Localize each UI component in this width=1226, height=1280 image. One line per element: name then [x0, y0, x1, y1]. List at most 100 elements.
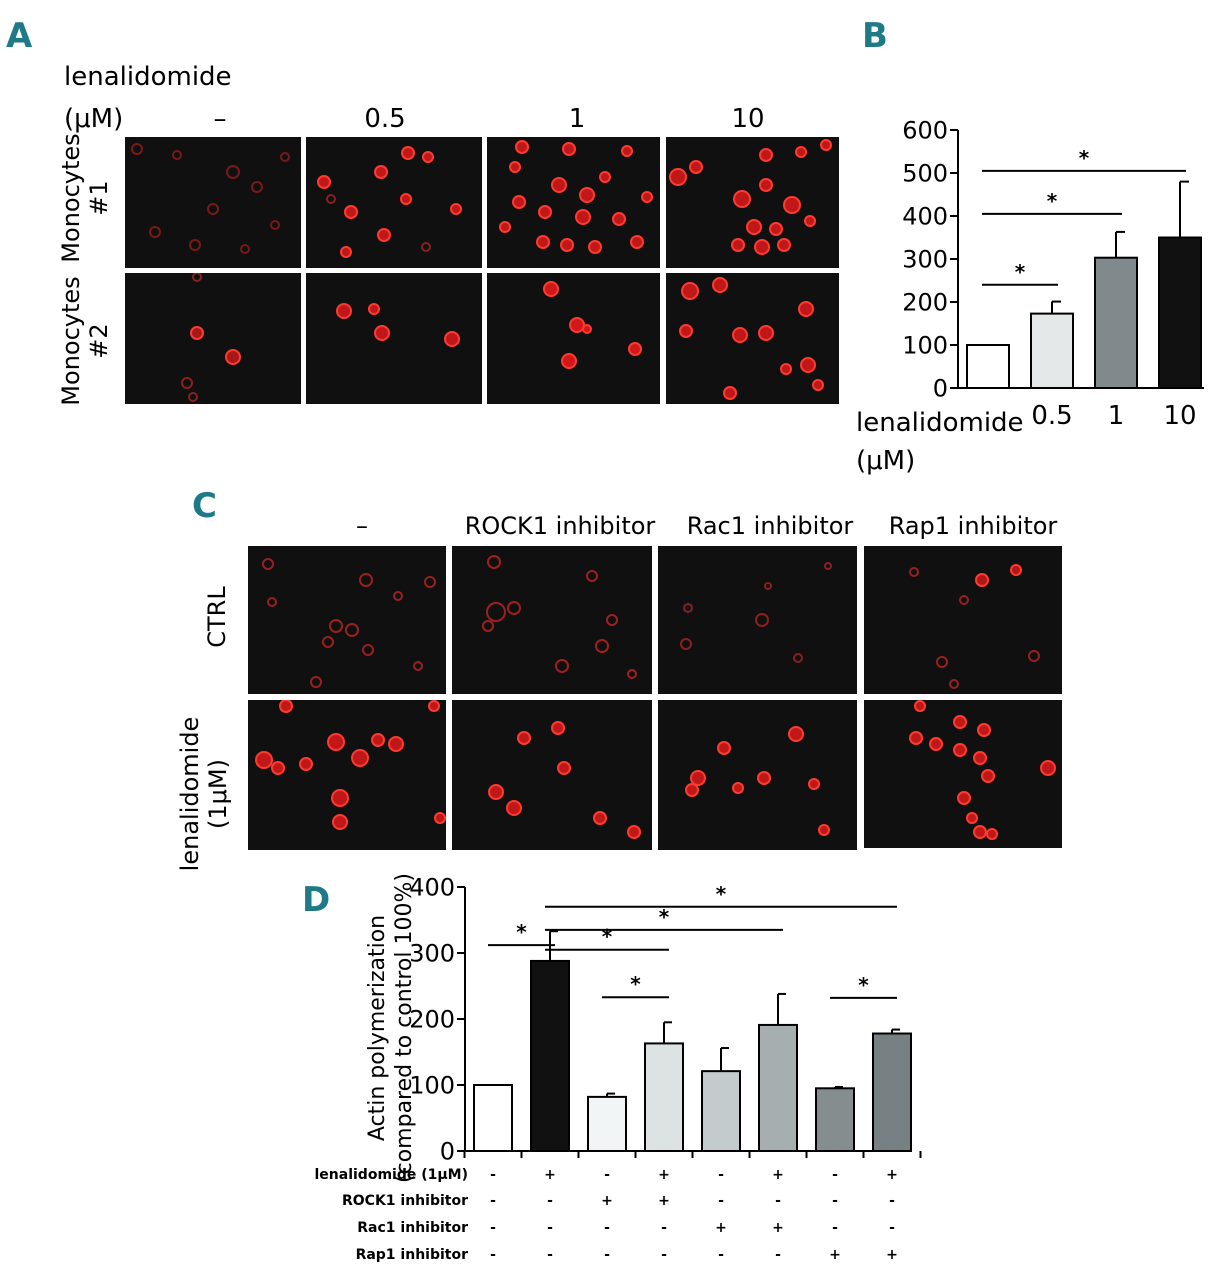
bar: [1158, 236, 1202, 389]
y-tick-label: 100: [902, 332, 948, 360]
panel-c-row-label-2: lenalidomide (1μM): [176, 716, 232, 872]
bar: [758, 1023, 798, 1152]
y-tick-label: 0: [440, 1138, 455, 1166]
matrix-mark: +: [544, 1167, 556, 1183]
matrix-mark: -: [718, 1167, 724, 1183]
micrograph: [864, 700, 1062, 848]
matrix-mark: -: [775, 1247, 781, 1263]
panel-a-row-label-2: Monocytes #2: [57, 276, 113, 406]
matrix-mark: +: [658, 1167, 670, 1183]
matrix-mark: +: [658, 1193, 670, 1209]
x-category-label: 10: [1163, 401, 1196, 431]
y-tick-label: 200: [902, 289, 948, 317]
significance-star: *: [716, 882, 727, 906]
micrograph: [487, 273, 660, 404]
panel-c-col-label-1: –: [356, 512, 368, 540]
y-tick-label: 300: [902, 246, 948, 274]
bar: [1094, 256, 1138, 389]
significance-star: *: [858, 973, 869, 997]
bar: [1030, 312, 1074, 389]
significance-star: *: [659, 905, 670, 929]
matrix-row-label-rap1: Rap1 inhibitor: [355, 1247, 468, 1263]
matrix-mark: -: [718, 1193, 724, 1209]
matrix-mark: +: [772, 1167, 784, 1183]
matrix-mark: -: [718, 1247, 724, 1263]
micrograph: [306, 137, 482, 268]
panel-d-letter: D: [302, 880, 331, 920]
matrix-mark: -: [661, 1247, 667, 1263]
matrix-mark: -: [490, 1193, 496, 1209]
bar: [587, 1095, 627, 1153]
matrix-mark: -: [547, 1247, 553, 1263]
matrix-mark: +: [886, 1167, 898, 1183]
micrograph: [658, 700, 857, 850]
matrix-mark: -: [889, 1220, 895, 1236]
x-category-label: 1: [1108, 401, 1125, 431]
micrograph: [306, 273, 482, 404]
micrograph: [248, 700, 446, 850]
matrix-mark: -: [490, 1167, 496, 1183]
matrix-mark: -: [490, 1220, 496, 1236]
significance-star: *: [1015, 260, 1026, 284]
matrix-mark: +: [829, 1247, 841, 1263]
micrograph: [864, 546, 1062, 694]
panel-c-letter: C: [192, 486, 217, 526]
micrograph: [658, 546, 857, 694]
matrix-row-label-lenalidomide: lenalidomide (1μM): [314, 1167, 469, 1183]
micrograph: [487, 137, 660, 268]
panel-a-col-label-4: 10: [731, 104, 765, 134]
significance-star: *: [630, 972, 641, 996]
matrix-mark: -: [832, 1220, 838, 1236]
significance-star: *: [1047, 189, 1058, 213]
panel-b-x-label-line1: lenalidomide: [856, 408, 1024, 438]
matrix-mark: -: [604, 1220, 610, 1236]
micrograph: [666, 273, 839, 404]
bar: [530, 959, 570, 1152]
bar: [872, 1032, 912, 1153]
matrix-mark: -: [604, 1167, 610, 1183]
micrograph: [452, 546, 652, 694]
panel-b-x-label-line2: (μM): [856, 446, 916, 476]
micrograph: [452, 700, 652, 850]
panel-a-col-label-3: 1: [568, 104, 586, 134]
significance-star: *: [602, 925, 613, 949]
panel-b-letter: B: [862, 16, 888, 56]
matrix-row-label-rac1: Rac1 inhibitor: [357, 1220, 468, 1236]
micrograph: [125, 137, 301, 268]
panel-a-col-label-1: –: [213, 104, 227, 134]
micrograph: [666, 137, 839, 268]
matrix-mark: +: [772, 1220, 784, 1236]
y-tick-label: 0: [933, 375, 948, 403]
significance-star: *: [516, 920, 527, 944]
matrix-mark: -: [490, 1247, 496, 1263]
panel-c-col-label-3: Rac1 inhibitor: [686, 512, 854, 540]
matrix-mark: -: [832, 1193, 838, 1209]
bar: [701, 1070, 741, 1153]
panel-a-row-label-1: Monocytes #1: [57, 133, 113, 263]
matrix-mark: -: [661, 1220, 667, 1236]
matrix-mark: -: [832, 1167, 838, 1183]
y-tick-label: 400: [902, 203, 948, 231]
panel-d-y-axis-label: Actin polymerization (compared to contro…: [365, 873, 417, 1183]
matrix-mark: +: [715, 1220, 727, 1236]
matrix-mark: +: [886, 1247, 898, 1263]
bar: [815, 1087, 855, 1153]
y-tick-label: 600: [902, 117, 948, 145]
matrix-mark: -: [889, 1193, 895, 1209]
y-tick-label: 500: [902, 160, 948, 188]
panel-a-letter: A: [6, 16, 33, 56]
panel-a-col-label-2: 0.5: [364, 104, 406, 134]
panel-c-col-label-4: Rap1 inhibitor: [888, 512, 1058, 540]
x-category-label: 0.5: [1031, 401, 1072, 431]
matrix-mark: -: [547, 1193, 553, 1209]
panel-c-row-label-1: CTRL: [203, 586, 231, 648]
matrix-mark: -: [547, 1220, 553, 1236]
matrix-mark: +: [601, 1193, 613, 1209]
panel-a-drug-label: lenalidomide: [64, 62, 232, 92]
significance-star: *: [1079, 146, 1090, 170]
micrograph: [125, 273, 301, 404]
matrix-mark: -: [604, 1247, 610, 1263]
micrograph: [248, 546, 446, 694]
bar: [473, 1084, 513, 1152]
matrix-row-label-rock1: ROCK1 inhibitor: [342, 1193, 468, 1209]
